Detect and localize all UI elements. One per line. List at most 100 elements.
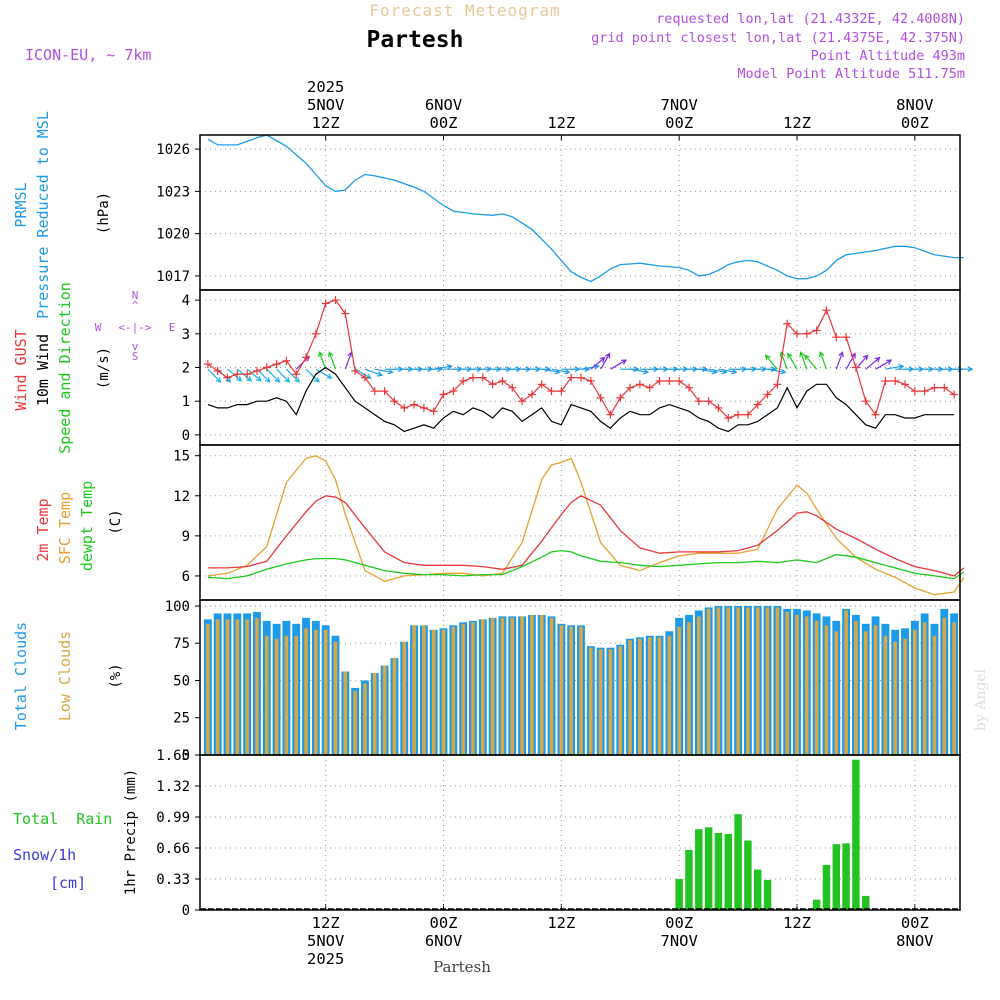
gust-marker — [380, 387, 389, 396]
wind-arrow-shaft — [855, 355, 868, 370]
low-cloud-bar — [834, 631, 839, 755]
wind-arrow-head — [779, 351, 786, 358]
gust-marker — [586, 376, 595, 385]
wind-arrow-head — [437, 366, 444, 373]
time-label-top: 12Z — [547, 114, 575, 132]
wind-arrow-head — [967, 366, 974, 373]
wind-arrow-shaft — [629, 368, 648, 373]
wind-direction-arrow — [954, 366, 974, 373]
time-label-top: 5NOV — [307, 96, 344, 114]
rain-bar — [744, 840, 752, 910]
wind-arrow-head — [642, 368, 650, 375]
time-label-bottom: 12Z — [547, 914, 575, 932]
gust-marker — [351, 366, 360, 375]
gust-marker — [331, 296, 340, 305]
wind-arrow-shaft — [318, 352, 327, 370]
low-cloud-bar — [265, 635, 269, 755]
time-label-top: 12Z — [783, 114, 811, 132]
rain-bar — [852, 759, 860, 910]
wind-direction-arrow — [855, 354, 869, 370]
rain-bar — [842, 843, 850, 910]
wind-arrow-head — [633, 366, 640, 373]
gust-marker — [950, 390, 959, 399]
wind-direction-arrow — [285, 368, 301, 383]
low-cloud-bar — [785, 611, 789, 755]
rain-bar — [734, 814, 742, 910]
temp-unit: (C) — [108, 509, 124, 534]
time-label-bottom: 7NOV — [661, 932, 698, 950]
gust-marker — [616, 393, 625, 402]
time-label-top: 00Z — [430, 114, 458, 132]
wind-direction-arrow — [207, 368, 222, 383]
low-cloud-bar — [323, 629, 328, 755]
wind-direction-arrow — [865, 356, 881, 370]
time-label-bottom: 2025 — [307, 950, 344, 968]
rain-bar — [812, 899, 821, 910]
gust-marker — [468, 373, 477, 382]
wind-arrow-head — [255, 375, 262, 382]
low-cloud-bar — [618, 646, 623, 755]
svg-text:^: ^ — [132, 299, 139, 312]
wind-arrow-head — [376, 371, 384, 377]
clouds-legend: Total Clouds Low Clouds (%) — [12, 622, 124, 730]
wind-arrow-shaft — [433, 365, 452, 370]
low-cloud-bar — [657, 637, 662, 755]
low-cloud-bar — [451, 626, 456, 755]
low-cloud-bar — [903, 638, 907, 755]
gust-marker — [419, 403, 428, 412]
dewpt-line — [207, 549, 965, 580]
wind-direction-arrow — [757, 366, 777, 373]
wind-direction-arrow — [305, 368, 320, 383]
gust-marker — [547, 387, 556, 396]
gust-marker — [527, 390, 536, 399]
gust-marker — [724, 414, 733, 423]
temp-border — [199, 444, 961, 601]
dewpt-label: dewpt Temp — [78, 481, 96, 571]
gust-marker — [449, 387, 458, 396]
wind-ytick-label: 0 — [182, 428, 190, 444]
wind-arrow-head — [862, 354, 869, 361]
rain-bar — [724, 833, 732, 910]
gust-marker — [292, 370, 301, 379]
temp-ytick-label: 12 — [173, 489, 190, 505]
low-cloud-bar — [235, 619, 240, 755]
gust-marker — [567, 373, 576, 382]
gust-marker — [665, 376, 674, 385]
low-cloud-bar — [765, 607, 770, 755]
low-cloud-bar — [706, 608, 711, 755]
wind-direction-arrow — [629, 368, 650, 375]
gust-marker — [773, 380, 782, 389]
gust-marker — [930, 383, 939, 392]
wind-direction-arrow — [315, 368, 333, 379]
time-label-bottom: 12Z — [312, 914, 340, 932]
low-cloud-bar — [736, 607, 740, 755]
gust-marker — [459, 376, 468, 385]
svg-text:N: N — [132, 289, 139, 302]
wind-direction-arrow — [764, 354, 778, 370]
gust-marker — [783, 319, 792, 328]
gust-marker — [802, 329, 811, 338]
low-cloud-bar — [520, 616, 524, 755]
gust-marker — [488, 380, 497, 389]
low-cloud-bar — [854, 620, 858, 755]
wind-gust-line — [207, 299, 955, 419]
gust-marker — [557, 387, 566, 396]
wind-arrow-head — [328, 351, 334, 358]
gust-marker — [498, 376, 507, 385]
low-cloud-bar — [284, 635, 289, 755]
wind-arrow-head — [731, 368, 738, 375]
low-cloud-bar — [343, 671, 348, 755]
wind-direction-arrow — [885, 363, 905, 370]
low-cloud-bar — [422, 625, 426, 755]
gust-marker — [282, 356, 291, 365]
gust-marker — [626, 383, 635, 392]
rain-bar — [862, 895, 870, 910]
wind-arrow-head — [702, 366, 709, 373]
low-cloud-bar — [913, 629, 917, 755]
pressure-panel: 1017 1020 1023 1026 — [156, 134, 964, 290]
gust-marker — [478, 373, 487, 382]
wind-arrow-head — [446, 363, 453, 370]
wind-direction-arrow — [590, 356, 606, 370]
rain-bar — [675, 879, 683, 910]
